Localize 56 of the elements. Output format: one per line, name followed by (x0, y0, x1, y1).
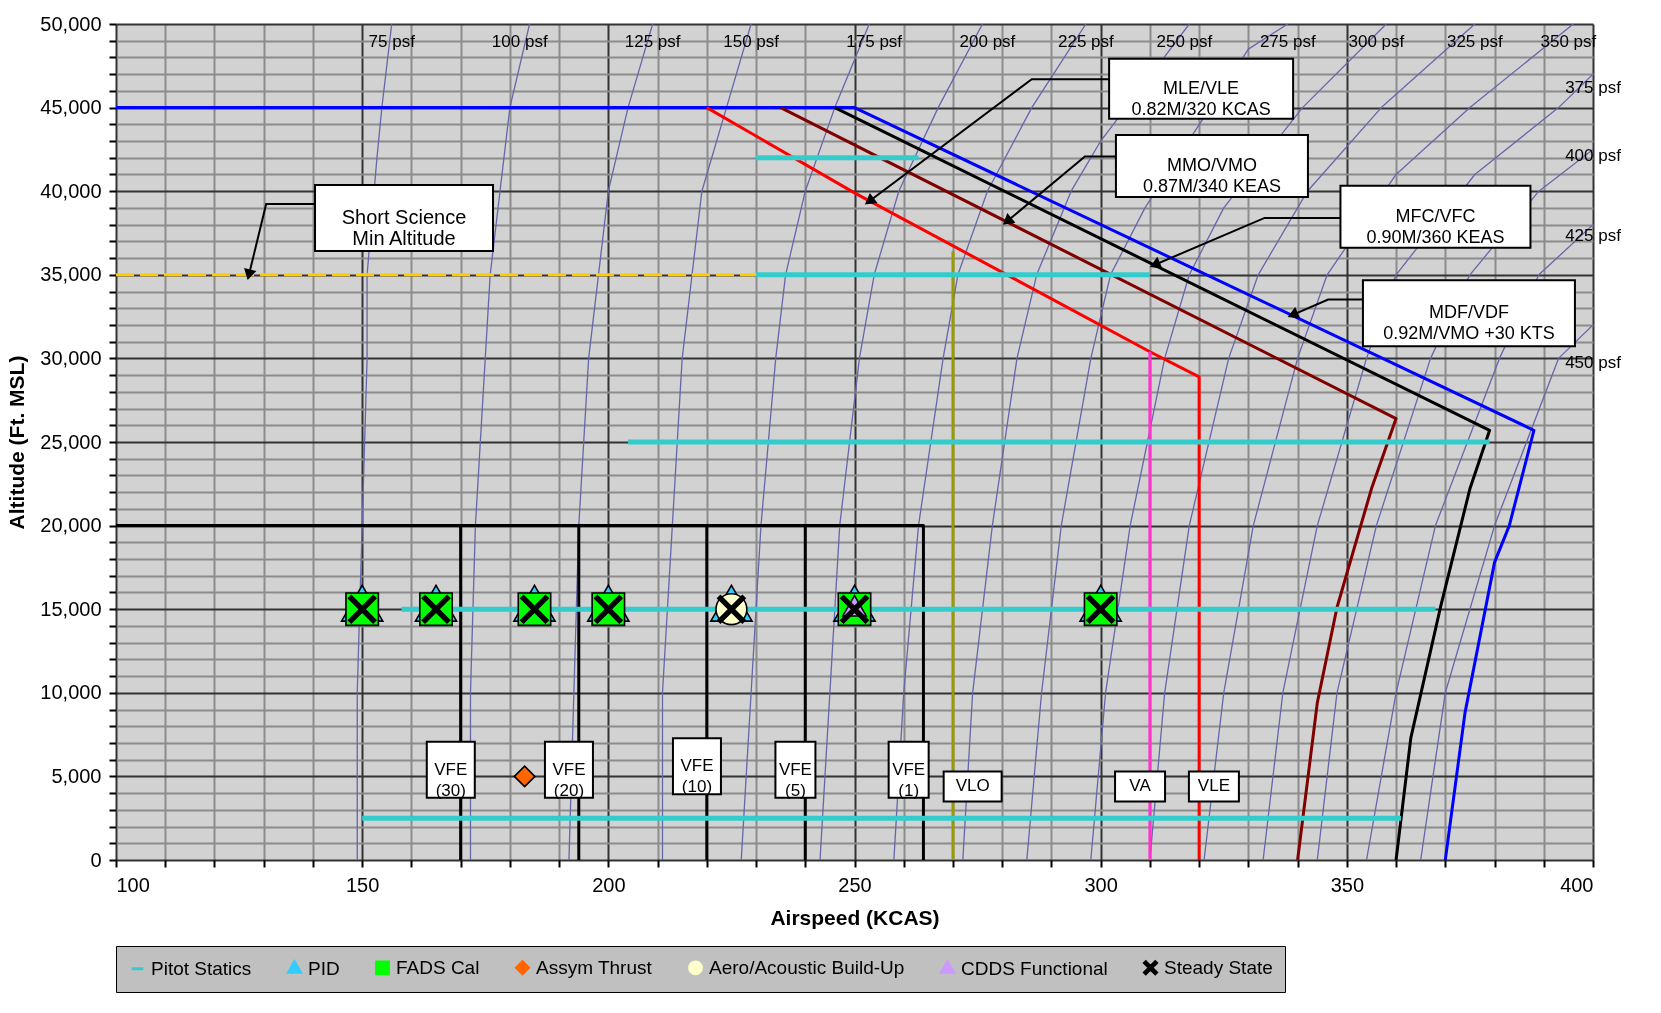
annotation: Short Science Min Altitude (341, 205, 467, 249)
annotation: 225 psf (1058, 32, 1115, 52)
annotation: 400 psf (1565, 146, 1622, 166)
annotation: VA (1129, 776, 1152, 796)
x-tick-label: 250 (838, 873, 872, 896)
x-tick-label: 350 (1330, 873, 1365, 896)
y-tick-label: 35,000 (40, 263, 102, 286)
x-tick-label: 200 (592, 873, 626, 896)
legend-label: Pitot Statics (151, 957, 252, 979)
x-tick-label: 150 (345, 873, 380, 896)
x-tick-label: 100 (116, 873, 150, 896)
x-tick-label: 300 (1084, 873, 1118, 896)
annotation: 75 psf (368, 32, 416, 52)
legend-label: PID (308, 957, 340, 979)
legend-label: Aero/Acoustic Build-Up (709, 956, 905, 978)
annotation: VFE (10) (680, 756, 714, 797)
annotation: 250 psf (1156, 32, 1213, 52)
y-tick-label: 25,000 (40, 430, 102, 453)
annotation: VLO (955, 776, 990, 796)
y-axis-title: Altitude (Ft. MSL) (5, 355, 29, 530)
annotation: 150 psf (723, 32, 780, 52)
annotation: 425 psf (1565, 226, 1622, 246)
y-tick-label: 5,000 (51, 764, 102, 787)
legend-label: FADS Cal (396, 956, 480, 978)
annotation: 275 psf (1259, 32, 1316, 52)
annotation: MDF/VDF 0.92M/VMO +30 KTS (1383, 302, 1555, 344)
annotation: 125 psf (624, 32, 681, 52)
y-tick-label: 20,000 (40, 514, 102, 537)
annotation: 450 psf (1565, 353, 1622, 373)
y-tick-label: 45,000 (40, 96, 102, 119)
annotation: 375 psf (1565, 77, 1622, 97)
y-tick-label: 40,000 (40, 179, 102, 202)
annotation: 350 psf (1540, 32, 1597, 52)
y-tick-label: 10,000 (40, 681, 102, 704)
legend-label: CDDS Functional (961, 957, 1108, 979)
annotation: VFE (1) (892, 759, 926, 800)
annotation: VFE (30) (434, 759, 468, 800)
annotation: 200 psf (959, 32, 1016, 52)
annotation: VFE (5) (778, 759, 812, 800)
legend-label: Steady State (1164, 956, 1273, 978)
annotation: 300 psf (1348, 32, 1405, 52)
x-tick-label: 400 (1560, 873, 1594, 896)
y-tick-label: 0 (90, 848, 102, 871)
annotation: 325 psf (1446, 32, 1503, 52)
annotation: MLE/VLE 0.82M/320 KCAS (1131, 77, 1271, 119)
y-tick-label: 50,000 (40, 12, 102, 35)
y-tick-label: 30,000 (40, 346, 102, 369)
x-axis-title: Airspeed (KCAS) (770, 905, 940, 929)
annotation: 175 psf (846, 32, 903, 52)
annotation: 100 psf (491, 32, 548, 52)
annotation: MFC/VFC 0.90M/360 KEAS (1366, 205, 1505, 247)
y-tick-label: 15,000 (40, 597, 102, 620)
legend-label: Assym Thrust (536, 956, 653, 978)
annotation: MMO/VMO 0.87M/340 KEAS (1142, 155, 1281, 197)
annotation: VFE (20) (552, 759, 586, 800)
annotation: VLE (1197, 776, 1230, 796)
